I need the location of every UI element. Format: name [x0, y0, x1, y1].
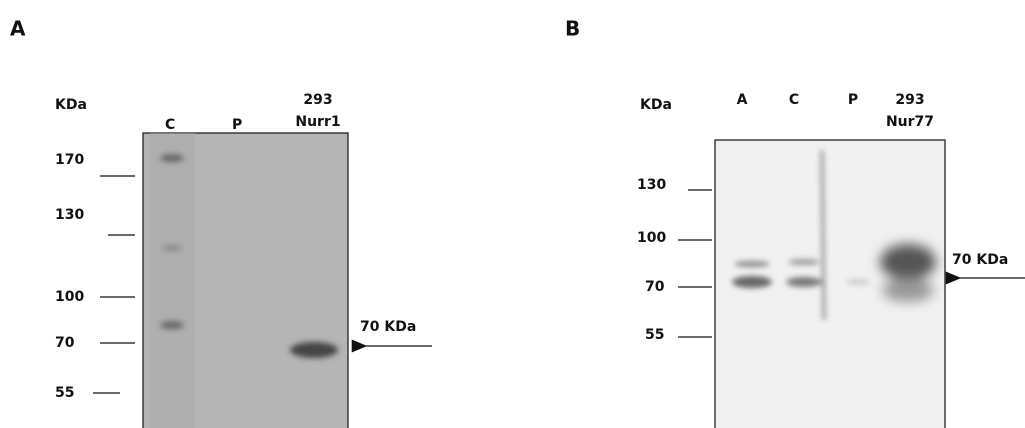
marker-label: 170	[55, 152, 84, 168]
marker-label: 130	[637, 177, 666, 193]
lane-label: 293	[895, 92, 924, 108]
marker-label: 130	[55, 207, 84, 223]
marker-label: 100	[55, 289, 84, 305]
lane-label: C	[165, 117, 175, 133]
lane-label: C	[789, 92, 799, 108]
marker-label: 70	[645, 279, 665, 295]
marker-label: 100	[637, 230, 666, 246]
marker-label: 70	[55, 335, 75, 351]
bands	[880, 244, 936, 302]
lane-label: Nur77	[886, 114, 934, 130]
panel-label: A	[10, 17, 26, 41]
marker-label: 55	[645, 327, 664, 343]
lane-label: 293	[303, 92, 332, 108]
lane-label: P	[232, 117, 242, 133]
lane-label: P	[848, 92, 858, 108]
lane-label: A	[737, 92, 748, 108]
unit-label: KDa	[640, 97, 672, 113]
marker-label: 55	[55, 385, 74, 401]
unit-label: KDa	[55, 97, 87, 113]
lane-shade	[150, 133, 195, 428]
figure: A KDa C P 293 Nurr1 170 130 100 70 55 70…	[0, 0, 1025, 428]
annotation: 70 KDa	[952, 252, 1008, 268]
annotation: 70 KDa	[360, 319, 416, 335]
panel-label: B	[565, 17, 580, 41]
lane-label: Nurr1	[295, 114, 340, 130]
